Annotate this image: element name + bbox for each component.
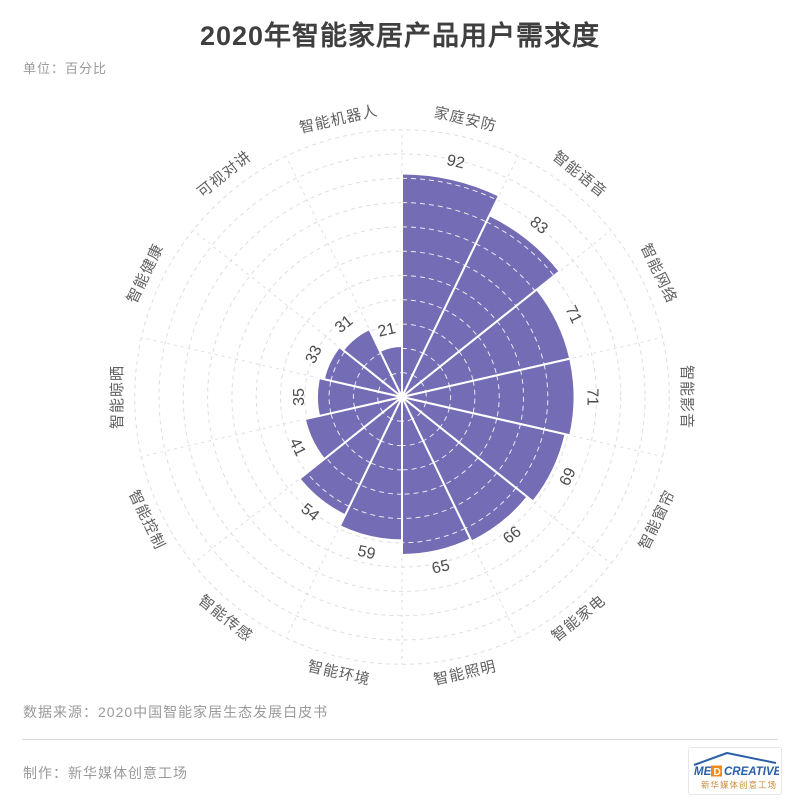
- wedge-grid-arc: [496, 320, 521, 371]
- value-label: 71: [562, 303, 585, 327]
- wedge-grid-arc: [401, 177, 498, 201]
- chart-wedge[interactable]: [316, 377, 403, 417]
- wedge-grid-arc: [306, 472, 350, 507]
- wedge-grid-arc: [454, 472, 498, 507]
- chart-wedge[interactable]: [401, 357, 576, 437]
- category-label: 智能健康: [123, 241, 167, 306]
- value-label: 31: [332, 312, 357, 336]
- wedge-grid-arc: [458, 351, 474, 381]
- grid-circle: [134, 129, 670, 665]
- brand-logo: ME D CREATIVE 新华媒体创意工场: [688, 747, 782, 795]
- value-label: 33: [303, 343, 326, 367]
- wedge-grid-arc: [349, 506, 403, 519]
- logo-roof-icon: [693, 752, 777, 766]
- wedge-grid-arc: [515, 429, 545, 489]
- value-label: 92: [445, 152, 466, 173]
- value-label: 59: [356, 543, 377, 564]
- category-label: 智能影音: [678, 365, 696, 429]
- wedge-grid-arc: [344, 442, 371, 464]
- wedge-grid-arc: [370, 462, 403, 471]
- wedge-grid-arc: [401, 484, 445, 495]
- logo-text-post: CREATIVE: [724, 766, 779, 778]
- wedge-grid-arc: [433, 442, 460, 464]
- value-label: 54: [298, 500, 323, 524]
- grid-circle: [182, 177, 622, 617]
- value-label: 69: [557, 465, 580, 489]
- data-source-text: 数据来源：2020中国智能家居生态发展白皮书: [23, 704, 329, 720]
- chart-wedge[interactable]: [401, 396, 472, 556]
- footer-divider: [22, 739, 778, 740]
- category-label: 智能晾晒: [108, 365, 126, 429]
- media-creative-logo-icon: ME D CREATIVE 新华媒体创意工场: [693, 752, 779, 790]
- wedge-grid-arc: [458, 413, 474, 443]
- wedge-grid-arc: [475, 243, 536, 292]
- value-label: 21: [376, 320, 397, 341]
- wedge-grid-arc: [401, 462, 434, 471]
- chart-wedge[interactable]: [401, 396, 567, 503]
- wedge-grid-arc: [477, 418, 498, 458]
- grid-circle: [158, 153, 646, 641]
- wedge-grid-arc: [543, 364, 549, 430]
- unit-label: 单位：百分比: [23, 61, 108, 76]
- wedge-grid-arc: [454, 287, 498, 322]
- wedge-grid-arc: [465, 487, 517, 529]
- value-label: 65: [430, 557, 451, 578]
- logo-text-pre: ME: [694, 766, 712, 778]
- page-title: 2020年智能家居产品用户需求度: [199, 21, 601, 51]
- wedge-grid-arc: [401, 527, 466, 544]
- logo-subtext: 新华媒体创意工场: [701, 780, 777, 790]
- chart-wedge[interactable]: [378, 344, 403, 398]
- chart-wedge[interactable]: [342, 328, 403, 398]
- wedge-grid-arc: [391, 372, 403, 376]
- category-label: 家庭安防: [432, 104, 498, 135]
- wedge-grid-arc: [330, 413, 346, 443]
- category-label: 智能控制: [125, 487, 169, 552]
- nightingale-chart: 92 家庭安防 83 智能语音 71 智能网络 71 智能影音 69 智能窗帘 66 智能家电 65 智能…: [0, 80, 800, 700]
- wedge-grid-arc: [401, 275, 455, 288]
- wedge-grid-arc: [496, 423, 521, 474]
- wedge-grid-arc: [328, 380, 332, 414]
- value-label: 71: [583, 388, 600, 406]
- nightingale-chart-svg: 92 家庭安防 83 智能语音 71 智能网络 71 智能影音 69 智能窗帘 66 智能家电 65 智能…: [108, 101, 696, 688]
- value-label: 83: [526, 214, 551, 238]
- wedge-grid-arc: [465, 265, 517, 307]
- wedge-grid-arc: [401, 226, 477, 245]
- chart-wedge[interactable]: [401, 214, 561, 398]
- wedge-grid-arc: [519, 369, 524, 425]
- wedge-grid-arc: [359, 484, 403, 495]
- wedge-grid-arc: [401, 506, 455, 519]
- logo-square-icon: [711, 765, 722, 777]
- chart-wedge[interactable]: [303, 396, 403, 461]
- wedge-grid-arc: [496, 375, 500, 419]
- logo-text-box: D: [714, 767, 721, 778]
- wedge-grid-arc: [433, 330, 460, 352]
- category-label: 智能窗帘: [635, 487, 679, 552]
- wedge-grid-arc: [401, 323, 434, 332]
- value-label: 41: [286, 436, 309, 460]
- category-label: 智能传感: [195, 591, 256, 645]
- wedge-grid-arc: [401, 299, 445, 310]
- category-label: 智能网络: [637, 241, 681, 306]
- category-label: 智能语音: [549, 147, 610, 201]
- credit-text: 制作：新华媒体创意工场: [23, 765, 188, 781]
- value-label: 66: [500, 523, 525, 547]
- wedge-grid-arc: [330, 351, 346, 381]
- wedge-grid-arc: [443, 457, 479, 486]
- chart-wedge[interactable]: [338, 396, 403, 542]
- wedge-grid-arc: [443, 308, 479, 337]
- chart-wedge[interactable]: [298, 396, 403, 517]
- value-label: 35: [291, 388, 308, 406]
- wedge-grid-arc: [515, 305, 545, 365]
- wedge-grid-arc: [325, 457, 361, 486]
- chart-wedge[interactable]: [401, 396, 529, 543]
- wedge-grid-arc: [401, 250, 466, 267]
- wedge-grid-arc: [472, 380, 476, 414]
- wedge-grid-arc: [477, 336, 498, 376]
- chart-wedge[interactable]: [322, 346, 403, 398]
- category-label: 智能家电: [548, 591, 609, 645]
- category-label: 可视对讲: [194, 148, 255, 201]
